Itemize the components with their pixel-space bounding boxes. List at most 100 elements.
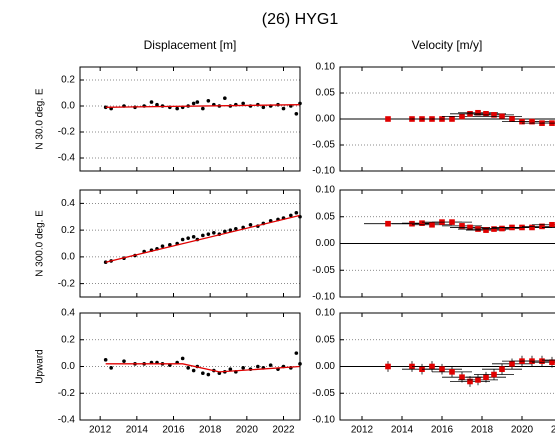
data-point bbox=[483, 111, 489, 117]
data-point bbox=[409, 220, 415, 227]
data-point bbox=[529, 118, 535, 125]
data-point bbox=[429, 221, 435, 228]
data-point bbox=[475, 109, 481, 116]
x-tick-label: 2016 bbox=[162, 425, 185, 436]
data-point bbox=[483, 374, 489, 380]
data-point bbox=[549, 221, 555, 228]
data-point bbox=[228, 228, 233, 232]
panel: 0.10 0.05 0.00 -0.05 -0.10 bbox=[312, 62, 555, 177]
y-tick-label: 0.4 bbox=[61, 198, 75, 209]
data-point bbox=[491, 112, 497, 118]
data-point bbox=[499, 366, 505, 372]
column-title: Velocity [m/y] bbox=[412, 38, 483, 52]
data-point bbox=[122, 359, 126, 363]
y-tick-label: -0.05 bbox=[312, 388, 335, 399]
y-tick-label: 0.2 bbox=[61, 75, 75, 86]
trend-line bbox=[105, 363, 301, 373]
data-point bbox=[180, 237, 185, 242]
data-point bbox=[191, 101, 196, 106]
x-tick-label: 2022 bbox=[272, 425, 295, 436]
y-tick-label: 0.4 bbox=[61, 308, 75, 319]
data-point bbox=[180, 356, 185, 361]
y-tick-label: 0.0 bbox=[61, 252, 75, 263]
data-point bbox=[234, 226, 238, 231]
data-point bbox=[491, 226, 497, 232]
trend-line bbox=[105, 214, 301, 263]
data-point bbox=[186, 236, 190, 240]
plot-frame bbox=[79, 312, 301, 421]
x-tick-label: 2020 bbox=[236, 425, 259, 436]
data-point bbox=[175, 106, 179, 111]
data-point bbox=[149, 100, 154, 104]
data-point bbox=[268, 363, 273, 367]
y-tick-label: 0.05 bbox=[316, 88, 336, 99]
data-point bbox=[103, 105, 108, 110]
y-tick-label: -0.4 bbox=[58, 415, 76, 426]
data-point bbox=[228, 367, 233, 371]
y-tick-label: -0.10 bbox=[312, 292, 335, 303]
data-point bbox=[191, 235, 196, 239]
y-tick-label: 0.0 bbox=[61, 361, 75, 372]
plot-frame bbox=[79, 189, 301, 298]
data-point bbox=[385, 220, 391, 227]
data-point bbox=[160, 244, 165, 248]
data-point bbox=[206, 372, 211, 377]
data-point bbox=[467, 378, 473, 385]
data-point bbox=[449, 369, 455, 375]
x-tick-label: 2012 bbox=[351, 425, 374, 436]
y-tick-label: 0.05 bbox=[316, 211, 336, 222]
data-point bbox=[499, 225, 505, 232]
data-point bbox=[206, 232, 211, 236]
x-tick-label: 2014 bbox=[391, 425, 414, 436]
data-point bbox=[429, 363, 435, 370]
x-tick-label: 2016 bbox=[431, 425, 454, 436]
trend-line bbox=[105, 104, 301, 108]
y-tick-label: -0.10 bbox=[312, 166, 335, 177]
data-point bbox=[261, 105, 266, 110]
data-point bbox=[385, 363, 391, 370]
y-tick-label: 0.2 bbox=[61, 225, 75, 236]
data-point bbox=[549, 359, 555, 366]
data-point bbox=[191, 368, 196, 373]
column-title: Displacement [m] bbox=[144, 38, 237, 52]
data-point bbox=[256, 364, 260, 369]
data-point bbox=[223, 96, 227, 100]
y-tick-label: -0.05 bbox=[312, 140, 335, 151]
data-point bbox=[459, 113, 465, 120]
y-tick-label: 0.0 bbox=[61, 101, 75, 112]
plot-frame bbox=[339, 66, 555, 172]
data-point bbox=[499, 113, 505, 120]
data-point bbox=[294, 112, 299, 116]
data-point bbox=[529, 224, 535, 231]
y-tick-label: 0.2 bbox=[61, 334, 75, 345]
y-tick-label: -0.2 bbox=[58, 388, 76, 399]
data-point bbox=[385, 116, 391, 122]
y-tick-label: 0.00 bbox=[316, 114, 336, 125]
y-tick-label: -0.05 bbox=[312, 265, 335, 276]
y-axis-label: Upward bbox=[35, 349, 46, 383]
panel: 0.4 0.2 0.0 -0.2 -0.4 2012 2014 2016 2018 2020 202… bbox=[35, 308, 302, 436]
y-tick-label: -0.4 bbox=[58, 153, 76, 164]
y-tick-label: 0.10 bbox=[316, 308, 336, 319]
data-point bbox=[168, 243, 172, 247]
y-tick-label: -0.10 bbox=[312, 415, 335, 426]
y-tick-label: 0.10 bbox=[316, 62, 336, 73]
panel: 0.4 0.2 0.0 -0.2 N 300.0 deg. E bbox=[35, 189, 302, 298]
data-point bbox=[212, 231, 216, 235]
data-point bbox=[241, 101, 245, 106]
data-point bbox=[439, 366, 445, 372]
y-tick-label: 0.00 bbox=[316, 238, 336, 249]
data-point bbox=[509, 361, 515, 367]
plot-frame bbox=[339, 189, 555, 298]
y-tick-label: -0.2 bbox=[58, 127, 76, 138]
x-tick-label: 2012 bbox=[89, 425, 112, 436]
y-tick-label: 0.05 bbox=[316, 334, 336, 345]
y-axis-label: N 30.0 deg. E bbox=[35, 88, 46, 149]
data-point bbox=[186, 366, 190, 370]
data-point bbox=[491, 371, 497, 378]
data-point bbox=[201, 233, 205, 238]
plot-frame bbox=[79, 66, 301, 172]
data-point bbox=[294, 210, 299, 215]
y-tick-label: 0.10 bbox=[316, 185, 336, 196]
